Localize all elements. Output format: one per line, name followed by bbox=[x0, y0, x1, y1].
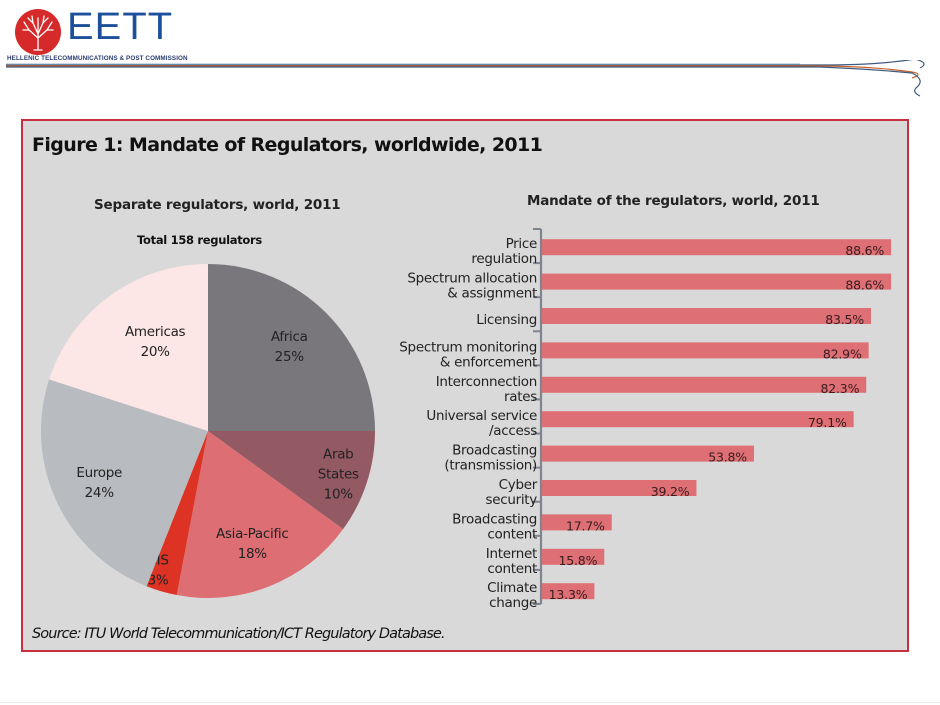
bar bbox=[542, 548, 605, 565]
bar-value-label: 83.5% bbox=[825, 312, 864, 327]
pie-value-label: 10% bbox=[324, 486, 354, 502]
bar-category-label: Broadcasting bbox=[452, 511, 537, 527]
figure-source: Source: ITU World Telecommunication/ICT … bbox=[32, 626, 446, 642]
pie-slice-africa bbox=[208, 264, 375, 431]
pie-value-label: 20% bbox=[141, 344, 171, 360]
pie-value-label: 24% bbox=[85, 485, 115, 501]
bar-category-label: Licensing bbox=[476, 312, 537, 328]
pie-value-label: 3% bbox=[148, 572, 169, 588]
bar bbox=[542, 342, 869, 359]
bar bbox=[542, 239, 892, 256]
bar-category-label: (transmission) bbox=[444, 458, 537, 474]
pie-chart-title: Separate regulators, world, 2011 bbox=[94, 197, 341, 213]
bar-value-label: 39.2% bbox=[651, 484, 690, 499]
pie-slice-cis bbox=[146, 431, 208, 596]
header-decorative-lines bbox=[6, 60, 925, 97]
bar-value-label: 88.6% bbox=[845, 278, 884, 293]
bar-value-label: 53.8% bbox=[708, 450, 747, 465]
bar bbox=[542, 273, 892, 290]
bar-value-label: 82.9% bbox=[823, 346, 862, 361]
bar-value-label: 82.3% bbox=[821, 381, 860, 396]
figure-title: Figure 1: Mandate of Regulators, worldwi… bbox=[32, 134, 543, 156]
eett-logo-icon bbox=[15, 9, 61, 55]
bar bbox=[542, 411, 854, 428]
bar-category-label: Broadcasting bbox=[452, 443, 537, 459]
pie-slice-arab-states bbox=[208, 431, 375, 530]
bar-category-label: Climate bbox=[487, 580, 537, 596]
bar-category-label: regulation bbox=[471, 251, 537, 267]
logo-subtitle: HELLENIC TELECOMMUNICATIONS & POST COMMI… bbox=[7, 55, 188, 62]
bar bbox=[542, 445, 754, 462]
bar-category-label: & assignment bbox=[447, 286, 537, 302]
pie-chart-subtitle: Total 158 regulators bbox=[137, 233, 262, 247]
bar-category-label: Universal service bbox=[426, 408, 537, 424]
footer-divider bbox=[0, 702, 940, 703]
bar-value-label: 15.8% bbox=[559, 553, 598, 568]
pie-category-label: Africa bbox=[271, 329, 308, 345]
pie-value-label: 18% bbox=[238, 546, 268, 562]
bar bbox=[542, 583, 595, 600]
bar-category-label: security bbox=[485, 492, 537, 508]
bar bbox=[542, 514, 612, 531]
bar bbox=[542, 480, 697, 496]
bar-category-label: Internet bbox=[486, 546, 537, 562]
pie-category-label: Asia-Pacific bbox=[216, 526, 288, 542]
bar-category-label: content bbox=[487, 561, 537, 577]
bar-value-label: 79.1% bbox=[808, 415, 847, 430]
bar bbox=[542, 376, 867, 393]
bar-category-label: Interconnection bbox=[436, 374, 537, 390]
pie-slice-asia-pacific bbox=[176, 431, 344, 598]
bar-category-label: Spectrum monitoring bbox=[399, 339, 537, 355]
bar-category-label: change bbox=[489, 595, 537, 611]
pie-category-label: Arab bbox=[323, 446, 353, 462]
bar bbox=[542, 308, 871, 324]
pie-slice-europe bbox=[41, 379, 208, 587]
bar-category-label: /access bbox=[489, 423, 537, 439]
pie-value-label: 25% bbox=[275, 349, 305, 365]
bar-category-label: rates bbox=[504, 389, 537, 405]
bar-chart-title: Mandate of the regulators, world, 2011 bbox=[527, 193, 820, 209]
bar-category-label: & enforcement bbox=[440, 354, 537, 370]
bar-value-label: 17.7% bbox=[566, 518, 605, 533]
bar-value-label: 13.3% bbox=[549, 587, 588, 602]
bar-category-label: Spectrum allocation bbox=[407, 271, 537, 287]
pie-category-label: Americas bbox=[125, 324, 186, 340]
pie-slice-americas bbox=[49, 264, 209, 431]
bar-value-label: 88.6% bbox=[845, 243, 884, 258]
bar-category-label: Cyber bbox=[499, 477, 538, 493]
logo-wordmark: EETT bbox=[67, 6, 174, 48]
bar-category-label: content bbox=[487, 526, 537, 542]
pie-category-label: States bbox=[318, 466, 359, 482]
bar-category-label: Price bbox=[506, 236, 537, 252]
pie-category-label: Europe bbox=[76, 465, 122, 481]
